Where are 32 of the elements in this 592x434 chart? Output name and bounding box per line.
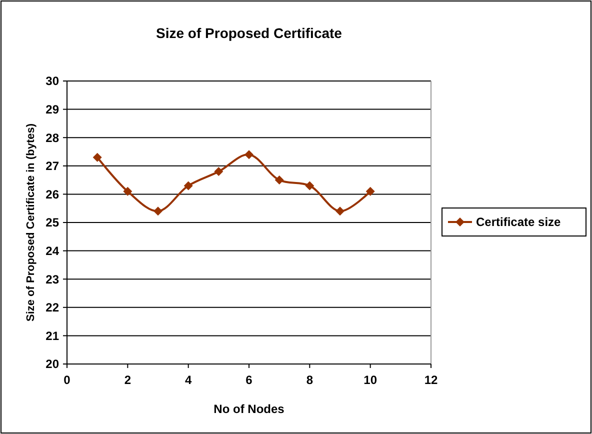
y-tick-label: 30 — [46, 74, 60, 88]
x-tick-label: 2 — [124, 373, 132, 387]
y-tick-label: 21 — [46, 328, 60, 343]
y-tick-label: 27 — [46, 159, 60, 174]
chart-title: Size of Proposed Certificate — [156, 25, 342, 41]
point — [184, 181, 193, 190]
point — [214, 167, 224, 176]
point — [123, 186, 132, 196]
x-tick-label: 4 — [184, 373, 192, 387]
point — [366, 186, 375, 196]
point — [244, 150, 254, 160]
y-tick-label: 28 — [46, 130, 60, 145]
y-tick-label: 29 — [46, 102, 60, 116]
y-tick-label: 22 — [46, 300, 60, 315]
y-tick-label: 25 — [46, 216, 60, 230]
point — [305, 181, 314, 190]
point — [92, 152, 102, 162]
y-tick-label: 20 — [46, 357, 60, 372]
y-axis-title: Size of Proposed Certificate in (bytes) — [25, 123, 37, 322]
x-tick-label: 8 — [306, 373, 314, 387]
point — [154, 206, 162, 216]
x-axis-title: No of Nodes — [214, 402, 285, 416]
x-tick-label: 6 — [246, 373, 253, 387]
legend-label: Certificate size — [476, 215, 562, 230]
y-tick-label: 26 — [46, 187, 60, 202]
y-tick-label: 23 — [46, 272, 60, 286]
point — [336, 206, 344, 216]
point — [274, 176, 284, 185]
x-tick-label: 0 — [64, 373, 71, 387]
x-tick-label: 12 — [424, 373, 438, 387]
x-tick-label: 10 — [364, 373, 378, 387]
y-tick-label: 24 — [46, 244, 60, 258]
